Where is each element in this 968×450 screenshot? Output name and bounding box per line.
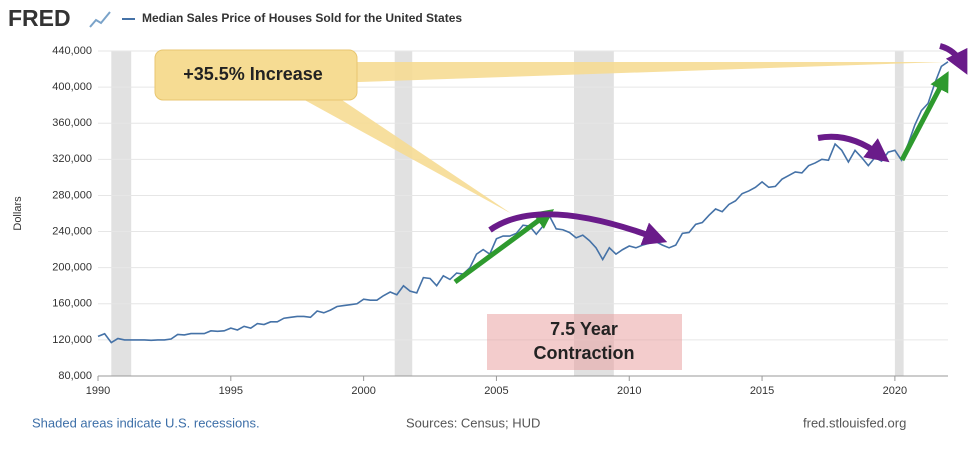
legend-label: Median Sales Price of Houses Sold for th… [142, 11, 462, 25]
y-tick-label: 440,000 [52, 45, 92, 57]
logo-icon [89, 11, 111, 28]
y-tick-label: 160,000 [52, 298, 92, 310]
recession-band [894, 51, 904, 376]
y-tick-label: 360,000 [52, 117, 92, 129]
y-tick-label: 240,000 [52, 225, 92, 237]
x-tick-label: 2000 [351, 385, 375, 397]
annotations: +35.5% Increase 7.5 Year Contraction [154, 43, 968, 370]
x-tick-label: 1990 [86, 385, 110, 397]
callout-pointer [290, 92, 512, 214]
recession-band [111, 51, 132, 376]
x-tick-label: 2010 [617, 385, 641, 397]
annotation: Contraction [534, 343, 635, 363]
y-axis-label: Dollars [12, 196, 24, 231]
footer-site: fred.stlouisfed.org [803, 415, 906, 430]
callout-pointer [300, 62, 945, 84]
y-tick-label: 200,000 [52, 262, 92, 274]
annotation: +35.5% Increase [183, 64, 323, 84]
footer-sources: Sources: Census; HUD [406, 415, 540, 430]
x-tick-label: 2020 [883, 385, 907, 397]
arrow [488, 211, 668, 246]
footer-note: Shaded areas indicate U.S. recessions. [32, 415, 260, 430]
series-line [97, 61, 949, 344]
arrow [453, 209, 555, 285]
y-tick-label: 400,000 [52, 81, 92, 93]
x-tick-label: 2015 [750, 385, 774, 397]
arrow [899, 71, 949, 162]
x-tick-label: 2005 [484, 385, 508, 397]
logo: FRED [8, 5, 71, 31]
y-tick-label: 320,000 [52, 153, 92, 165]
y-tick-label: 120,000 [52, 334, 92, 346]
callout-box [154, 49, 358, 101]
y-tick-label: 80,000 [58, 370, 92, 382]
recession-band [394, 51, 413, 376]
y-tick-label: 280,000 [52, 189, 92, 201]
contraction-box [487, 314, 682, 370]
x-tick-label: 1995 [219, 385, 243, 397]
arrow [817, 133, 890, 163]
annotation: 7.5 Year [550, 319, 618, 339]
arrow [939, 43, 968, 75]
